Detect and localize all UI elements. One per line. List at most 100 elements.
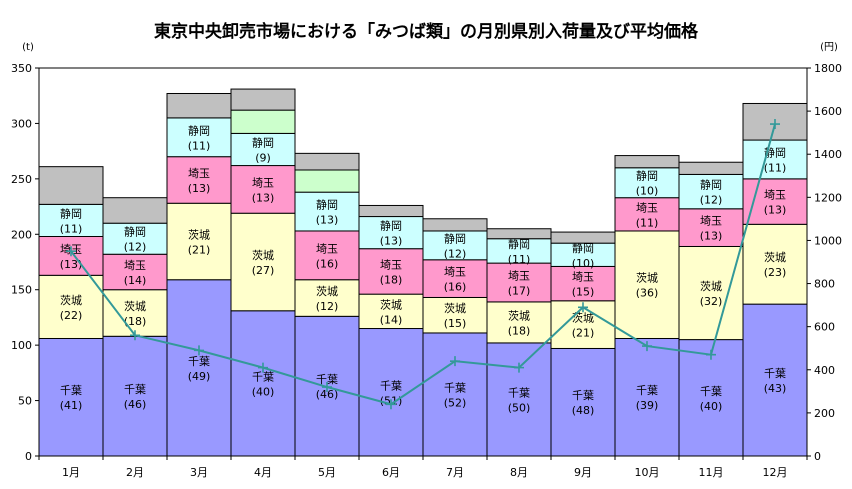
bar-segment [742, 139, 808, 180]
left-tick-label: 100 [11, 339, 32, 352]
segment-share-label: (13) [380, 235, 403, 248]
segment-share-label: (11) [188, 139, 211, 152]
bar-segment [166, 279, 232, 457]
bar-segment [294, 279, 360, 317]
bar-segment [230, 310, 296, 457]
right-tick-label: 1800 [814, 62, 842, 75]
segment-name-label: 静岡 [700, 178, 722, 192]
segment-share-label: (15) [444, 317, 467, 330]
segment-share-label: (23) [764, 266, 787, 279]
segment-name-label: 静岡 [60, 206, 82, 220]
x-tick-label: 2月 [126, 466, 144, 479]
segment-name-label: 茨城 [380, 297, 402, 311]
x-tick-label: 9月 [574, 466, 592, 479]
segment-share-label: (36) [636, 287, 659, 300]
segment-name-label: 埼玉 [444, 265, 466, 279]
segment-name-label: 埼玉 [316, 241, 338, 255]
bar-segment [102, 222, 168, 255]
bar-segment [486, 342, 552, 457]
segment-share-label: (9) [255, 151, 271, 164]
right-tick-label: 200 [814, 407, 835, 420]
left-tick-label: 150 [11, 284, 32, 297]
bar-segment [166, 92, 232, 119]
segment-name-label: 千葉 [636, 383, 658, 397]
segment-name-label: 千葉 [188, 354, 210, 368]
segment-share-label: (13) [764, 204, 787, 217]
segment-name-label: 埼玉 [508, 269, 530, 283]
segment-share-label: (13) [252, 191, 275, 204]
x-tick-label: 12月 [763, 466, 788, 479]
segment-name-label: 静岡 [636, 169, 658, 183]
right-tick-label: 800 [814, 278, 835, 291]
segment-name-label: 茨城 [188, 227, 210, 241]
segment-share-label: (50) [508, 401, 531, 414]
bar-segment [742, 303, 808, 457]
segment-share-label: (13) [316, 214, 339, 227]
x-tick-label: 8月 [510, 466, 528, 479]
bar-segment [294, 230, 360, 281]
bar-segment [486, 238, 552, 264]
left-tick-label: 200 [11, 228, 32, 241]
segment-name-label: 埼玉 [188, 166, 210, 180]
segment-name-label: 茨城 [572, 311, 594, 325]
x-tick-label: 1月 [62, 466, 80, 479]
segment-share-label: (12) [700, 194, 723, 207]
bar-segment [358, 204, 424, 218]
segment-name-label: 埼玉 [636, 200, 658, 214]
bar-segment [742, 223, 808, 305]
segment-name-label: 埼玉 [380, 257, 402, 271]
x-tick-label: 6月 [382, 466, 400, 479]
segment-share-label: (13) [700, 230, 723, 243]
segment-share-label: (16) [444, 281, 467, 294]
segment-share-label: (17) [508, 285, 531, 298]
segment-name-label: 千葉 [508, 385, 530, 399]
segment-name-label: 茨城 [700, 279, 722, 293]
price-point [130, 330, 140, 341]
right-tick-label: 400 [814, 364, 835, 377]
left-tick-label: 50 [18, 395, 32, 408]
bar-segment [102, 197, 168, 224]
segment-share-label: (27) [252, 264, 275, 277]
segment-name-label: 埼玉 [572, 270, 594, 284]
segment-share-label: (32) [700, 295, 723, 308]
segment-name-label: 静岡 [444, 231, 466, 245]
segment-share-label: (10) [572, 257, 595, 270]
bar-segment [678, 208, 744, 247]
segment-name-label: 静岡 [380, 219, 402, 233]
segment-name-label: 茨城 [252, 248, 274, 262]
right-tick-label: 1600 [814, 105, 842, 118]
segment-name-label: 静岡 [124, 225, 146, 239]
price-point [66, 246, 76, 257]
price-point [194, 345, 204, 356]
segment-share-label: (13) [60, 258, 83, 271]
segment-share-label: (14) [380, 313, 403, 326]
segment-share-label: (11) [764, 161, 787, 174]
segment-share-label: (12) [316, 300, 339, 313]
bar-segment [550, 347, 616, 457]
bar-segment [358, 328, 424, 457]
x-tick-label: 4月 [254, 466, 272, 479]
bar-segment [678, 173, 744, 210]
segment-share-label: (16) [316, 257, 339, 270]
bar-segment [230, 212, 296, 312]
segment-name-label: 千葉 [60, 383, 82, 397]
segment-share-label: (49) [188, 370, 211, 383]
price-point [578, 302, 588, 313]
segment-name-label: 千葉 [316, 372, 338, 386]
segment-name-label: 埼玉 [764, 188, 786, 202]
segment-name-label: 静岡 [508, 237, 530, 251]
segment-name-label: 静岡 [188, 123, 210, 137]
right-tick-label: 1400 [814, 148, 842, 161]
segment-share-label: (39) [636, 399, 659, 412]
segment-name-label: 静岡 [316, 198, 338, 212]
segment-name-label: 茨城 [60, 293, 82, 307]
price-point [322, 382, 332, 393]
bar-segment [294, 169, 360, 193]
right-tick-label: 0 [814, 450, 821, 463]
bar-segment [230, 109, 296, 134]
bar-segment [230, 88, 296, 111]
price-point [514, 362, 524, 373]
bar-segment [102, 253, 168, 291]
right-axis-unit: (円) [820, 42, 838, 53]
segment-share-label: (48) [572, 404, 595, 417]
